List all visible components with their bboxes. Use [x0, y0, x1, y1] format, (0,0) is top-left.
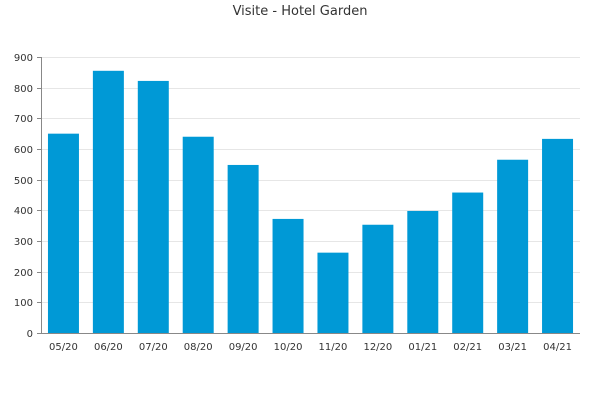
y-tick-label: 200 [14, 268, 33, 279]
x-tick-label: 02/21 [453, 342, 482, 353]
x-tick-label: 12/20 [363, 342, 392, 353]
x-tick-label: 09/20 [229, 342, 258, 353]
x-tick-label: 08/20 [184, 342, 213, 353]
bar [452, 192, 484, 333]
x-tick-label: 04/21 [543, 342, 572, 353]
chart-title: Visite - Hotel Garden [233, 4, 368, 19]
bar [92, 70, 124, 334]
x-axis-ticks: 05/20 06/20 07/20 08/20 09/20 10/20 11/20 12/20… [49, 342, 572, 353]
bar [317, 252, 349, 333]
bar [137, 80, 169, 333]
y-tick-label: 500 [14, 176, 33, 187]
bar [542, 138, 574, 333]
y-tick-label: 700 [14, 114, 33, 125]
y-axis-ticks: 0 100 200 300 400 500 600 700 800 900 [14, 53, 41, 340]
axes [41, 57, 580, 334]
y-tick-label: 600 [14, 145, 33, 156]
bar [407, 210, 439, 333]
x-tick-label: 05/20 [49, 342, 78, 353]
y-tick-label: 100 [14, 298, 33, 309]
x-tick-label: 06/20 [94, 342, 123, 353]
bars [47, 70, 574, 334]
y-tick-label: 400 [14, 206, 33, 217]
y-tick-label: 800 [14, 84, 33, 95]
x-tick-label: 10/20 [274, 342, 303, 353]
x-tick-label: 01/21 [408, 342, 437, 353]
bar [47, 133, 79, 333]
bar [497, 159, 529, 333]
bar [182, 136, 214, 333]
y-tick-label: 300 [14, 237, 33, 248]
y-tick-label: 0 [27, 329, 33, 340]
grid-lines [41, 57, 580, 303]
bar [227, 164, 259, 333]
x-tick-label: 03/21 [498, 342, 527, 353]
bar [362, 224, 394, 333]
bar [272, 218, 304, 333]
x-tick-label: 11/20 [319, 342, 348, 353]
x-tick-label: 07/20 [139, 342, 168, 353]
y-tick-label: 900 [14, 53, 33, 64]
